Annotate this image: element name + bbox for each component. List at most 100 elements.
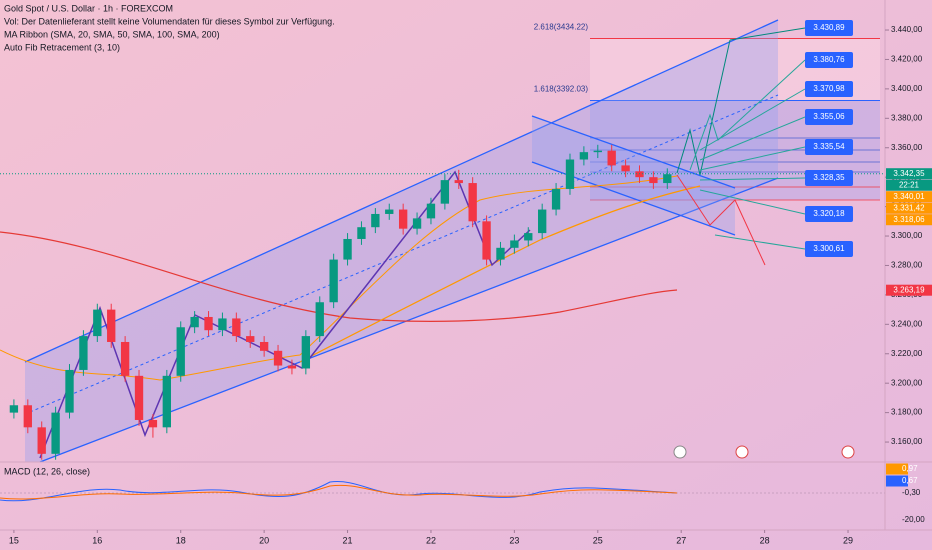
candle-body (79, 336, 88, 370)
indicator: Vol: Der Datenlieferant stellt keine Vol… (4, 16, 335, 26)
macd-label: 0,67 (902, 476, 918, 485)
candle-body (357, 227, 366, 239)
candle-body (496, 247, 505, 260)
x-tick-label: 18 (176, 535, 186, 545)
candle-body (93, 309, 102, 337)
candle-body (385, 209, 394, 214)
y-tick-label: 3.200,00 (891, 378, 923, 387)
candle-body (565, 159, 575, 189)
candle-body (579, 152, 589, 160)
candle-body (538, 209, 547, 234)
candle-body (259, 341, 269, 351)
candle-body (551, 188, 561, 210)
candle-body (107, 309, 116, 342)
candle-body (468, 183, 477, 222)
x-tick-label: 15 (9, 535, 19, 545)
candle-body (510, 240, 519, 248)
candle-body (287, 365, 297, 369)
candle-body (218, 318, 227, 331)
target-label: 3.328,35 (813, 173, 845, 182)
macd-line (0, 481, 678, 502)
candle-body (65, 369, 74, 413)
candle-body (635, 171, 644, 178)
candle-body (524, 233, 533, 241)
target-box (805, 81, 853, 97)
price-badge (886, 191, 932, 203)
candle-body (23, 405, 32, 428)
candle-body (246, 336, 255, 342)
candle-body (315, 302, 324, 337)
target-box (805, 206, 853, 222)
fib-label: 1.618(3392.03) (534, 85, 589, 94)
candle-body (426, 203, 436, 219)
price-badge (886, 202, 932, 214)
candle-body (301, 336, 311, 369)
candle-body (371, 213, 380, 228)
candle-body (398, 209, 408, 229)
flag-line (531, 115, 736, 189)
x-tick-label: 25 (593, 535, 603, 545)
price-badge (886, 284, 932, 296)
y-tick-label: 3.300,00 (891, 231, 923, 240)
target-label: 3.335,54 (813, 142, 845, 151)
x-tick-label: 20 (259, 535, 269, 545)
candle-body (329, 259, 338, 303)
candle-body (649, 177, 658, 184)
candle-body (190, 316, 199, 328)
price-badge-label: 3.318,06 (893, 215, 925, 224)
candle-body (134, 375, 144, 420)
macd-badge (886, 463, 908, 475)
candle-body (593, 150, 602, 153)
target-box (805, 52, 853, 68)
candle-body (273, 350, 283, 366)
candle-body (9, 405, 19, 413)
target-label: 3.355,06 (813, 112, 845, 121)
candle-body (51, 412, 60, 454)
x-tick-label: 16 (92, 535, 102, 545)
indicator: Auto Fib Retracement (3, 10) (4, 42, 120, 52)
candle-body (162, 375, 171, 428)
target-box (805, 139, 853, 155)
ma-line (0, 231, 678, 322)
candle-body (663, 174, 672, 184)
candle-body (607, 150, 616, 166)
x-tick-label: 21 (343, 535, 353, 545)
y-tick-label: 3.220,00 (891, 349, 923, 358)
target-box (805, 170, 853, 186)
target-label: 3.370,98 (813, 84, 845, 93)
y-tick-label: 3.400,00 (891, 84, 923, 93)
x-tick-label: 23 (509, 535, 519, 545)
candle-body (204, 316, 213, 331)
candle-body (148, 419, 158, 428)
signal-line (0, 484, 678, 500)
ma-line (299, 185, 701, 363)
target-label: 3.380,76 (813, 55, 845, 64)
countdown: 22:21 (899, 180, 920, 189)
target-box (805, 20, 853, 36)
event-icon[interactable] (735, 445, 749, 459)
fib-label: 2.618(3434.22) (534, 23, 589, 32)
y-tick-label: 3.440,00 (891, 25, 923, 34)
x-tick-label: 27 (676, 535, 686, 545)
indicator: MA Ribbon (SMA, 20, SMA, 50, SMA, 100, S… (4, 29, 220, 39)
y-tick-label: 3.380,00 (891, 113, 923, 122)
macd-label: -20,00 (902, 515, 925, 524)
title: Gold Spot / U.S. Dollar · 1h · FOREXCOM (4, 3, 173, 13)
target-box (805, 109, 853, 125)
y-tick-label: 3.420,00 (891, 55, 923, 64)
y-tick-label: 3.180,00 (891, 408, 923, 417)
ma-line (0, 175, 678, 381)
candle-body (120, 341, 130, 376)
y-tick-label: 3.240,00 (891, 319, 923, 328)
event-icon[interactable] (841, 445, 855, 459)
event-icon[interactable] (673, 445, 687, 459)
projections (676, 27, 806, 266)
macd-title: MACD (12, 26, close) (4, 466, 90, 476)
target-label: 3.430,89 (813, 23, 845, 32)
target-label: 3.300,61 (813, 244, 845, 253)
candle-body (232, 318, 241, 337)
macd-label: 0,97 (902, 464, 918, 473)
flag (532, 116, 735, 235)
y-tick-label: 3.360,00 (891, 143, 923, 152)
